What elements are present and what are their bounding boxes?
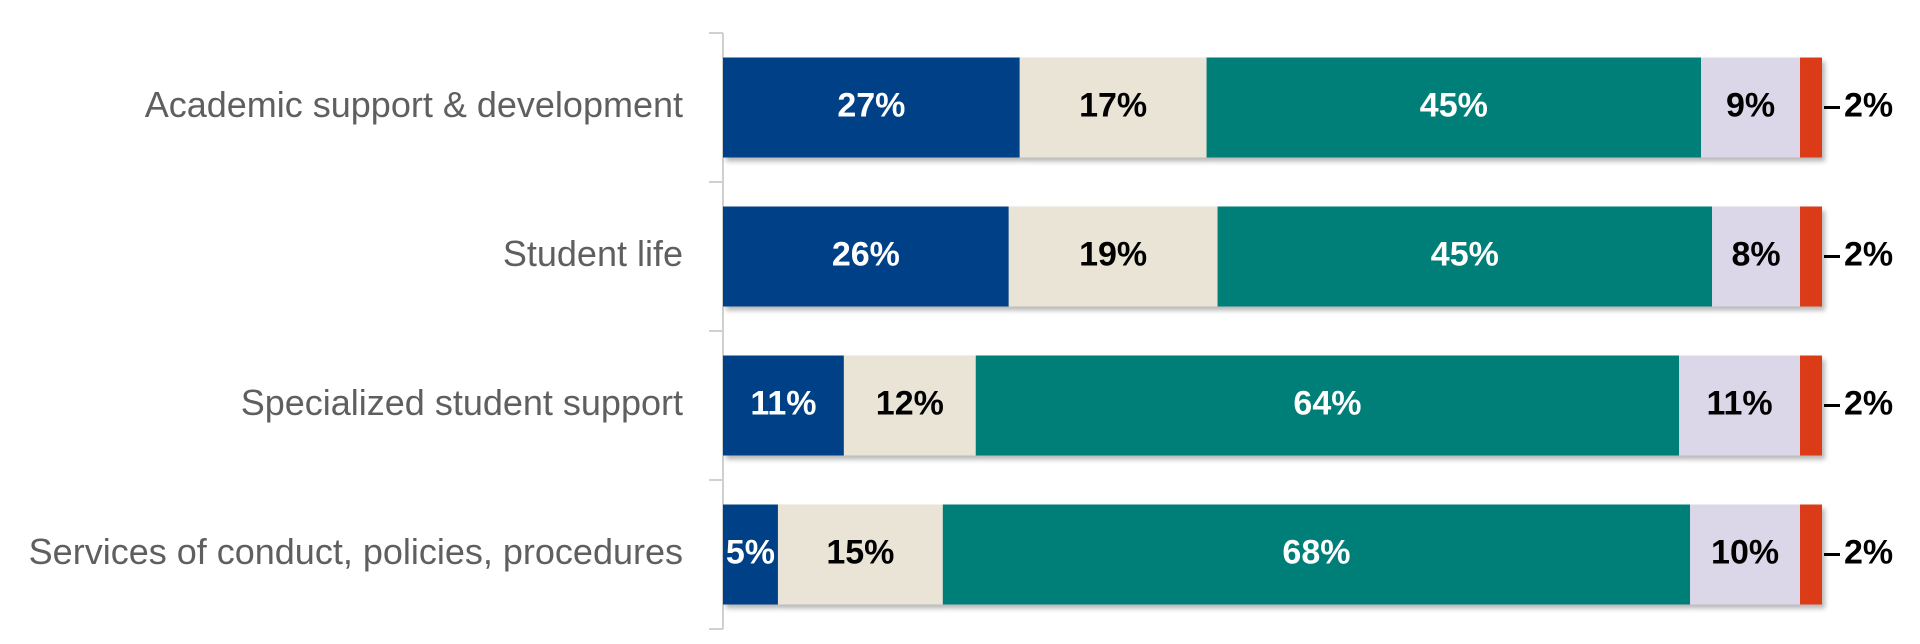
bar-segment [1712,206,1801,307]
bar-segment [777,504,943,605]
bar-segment [723,504,778,605]
data-label: 10% [1711,533,1779,571]
category-label: Academic support & development [145,84,683,125]
data-label: 11% [750,384,816,422]
data-label: 2% [1844,533,1893,571]
data-label: 64% [1293,384,1361,422]
bar-segment [1008,206,1218,307]
bar-segment [1701,57,1801,158]
data-label: 45% [1431,235,1499,273]
data-label: 11% [1706,384,1772,422]
bar-segment [723,57,1020,158]
data-label: 9% [1726,86,1775,124]
bar-row [723,355,1822,456]
data-label: 19% [1079,235,1147,273]
data-label: 8% [1731,235,1780,273]
bar-segment [1800,504,1822,605]
bar-segment [1206,57,1702,158]
data-label: 27% [837,86,905,124]
category-label: Services of conduct, policies, procedure… [29,531,683,572]
category-label: Specialized student support [241,382,683,423]
bar-segment [1217,206,1713,307]
data-label: 2% [1844,235,1893,273]
labels: Academic support & development 27% 17% 45% 9… [29,84,1893,572]
data-label: 45% [1420,86,1488,124]
bar-row [723,57,1822,158]
bar-segment [1690,504,1801,605]
bar-segment [1800,57,1822,158]
category-axis [709,32,724,630]
bars [723,57,1822,605]
bar-segment [1679,355,1801,456]
data-label: 12% [876,384,944,422]
bar-segment [1019,57,1207,158]
bar-segment [1800,355,1822,456]
bar-segment [975,355,1680,456]
bar-segment [723,206,1009,307]
data-label: 26% [832,235,900,273]
data-label: 15% [826,533,894,571]
bar-row [723,504,1822,605]
data-label: 68% [1282,533,1350,571]
data-label: 2% [1844,384,1893,422]
data-label: 5% [726,533,775,571]
category-label: Student life [503,233,683,274]
bar-row [723,206,1822,307]
bar-segment [843,355,976,456]
bar-segment [723,355,844,456]
bar-segment [942,504,1691,605]
data-label: 2% [1844,86,1893,124]
data-label: 17% [1079,86,1147,124]
bar-segment [1800,206,1822,307]
